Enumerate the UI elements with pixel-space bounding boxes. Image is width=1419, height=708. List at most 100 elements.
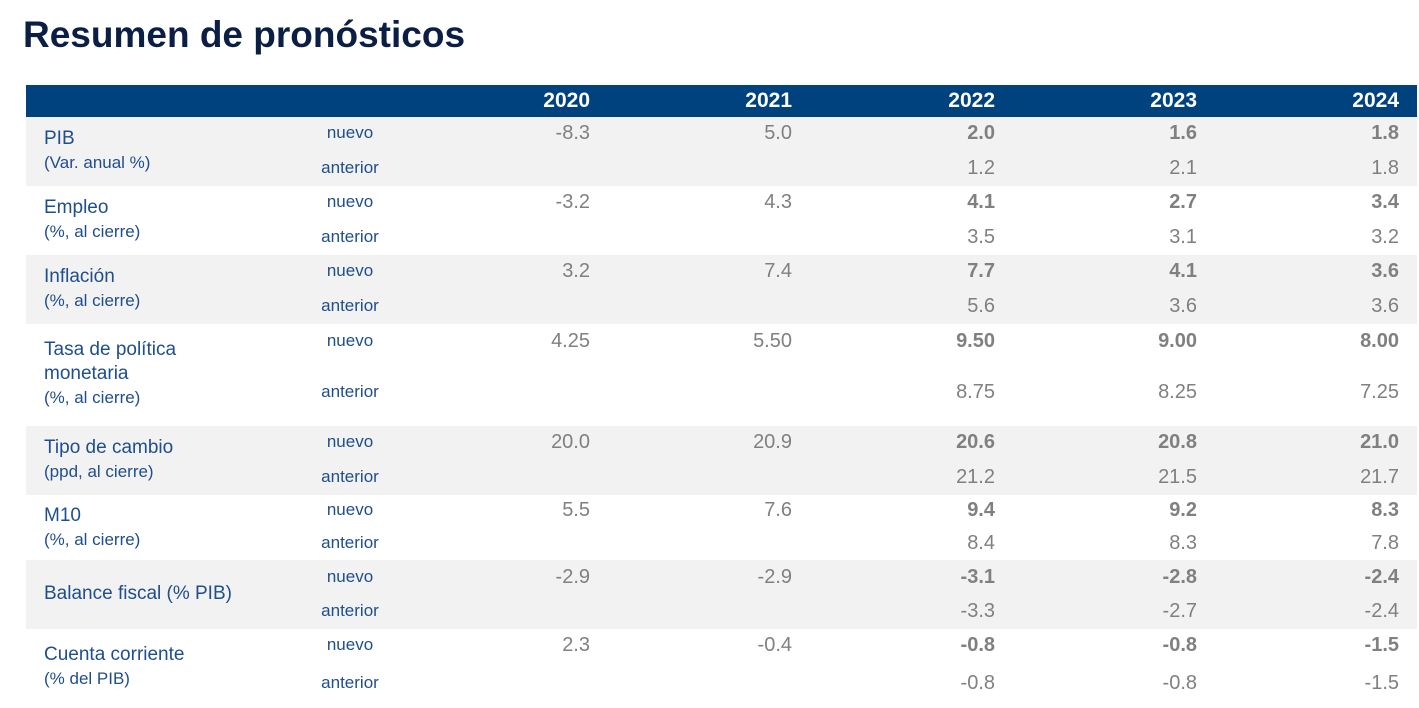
cell: 5.0 (764, 122, 792, 144)
cell: 8.25 (1158, 381, 1197, 403)
table-row-nuevo: nuevo -3.2 4.3 4.1 2.7 3.4 (26, 188, 1417, 216)
cell: -8.3 (555, 122, 590, 144)
table-row-nuevo: nuevo -8.3 5.0 2.0 1.6 1.8 (26, 119, 1417, 147)
cell: 5.6 (967, 295, 995, 317)
cell: 7.6 (764, 499, 792, 521)
cell: -0.8 (1162, 634, 1197, 656)
row-label: Tipo de cambio (ppd, al cierre) (44, 436, 173, 484)
cell: 8.75 (956, 381, 995, 403)
cell: 1.8 (1371, 157, 1399, 179)
table-row-anterior: anterior -0.8 -0.8 -1.5 (26, 669, 1417, 697)
row-tag: nuevo (326, 432, 374, 451)
table-row-anterior: anterior 5.6 3.6 3.6 (26, 292, 1417, 320)
table-row-nuevo: nuevo 3.2 7.4 7.7 4.1 3.6 (26, 257, 1417, 285)
table-row-nuevo: nuevo 4.25 5.50 9.50 9.00 8.00 (26, 327, 1417, 355)
cell: -3.3 (960, 600, 995, 622)
cell: 2.0 (967, 122, 995, 144)
row-tag: anterior (321, 227, 379, 246)
row-tag: anterior (321, 382, 379, 401)
table-row-nuevo: nuevo 2.3 -0.4 -0.8 -0.8 -1.5 (26, 631, 1417, 659)
cell: 9.2 (1169, 499, 1197, 521)
cell: -0.8 (960, 672, 995, 694)
row-tag: anterior (321, 533, 379, 552)
table-row-anterior: anterior 3.5 3.1 3.2 (26, 223, 1417, 251)
table-row-anterior: anterior -3.3 -2.7 -2.4 (26, 597, 1417, 625)
table-row-anterior: anterior 8.75 8.25 7.25 (26, 378, 1417, 406)
cell: -2.9 (555, 566, 590, 588)
cell: 8.4 (967, 532, 995, 554)
row-group-pib: PIB (Var. anual %) nuevo -8.3 5.0 2.0 1.… (26, 117, 1417, 186)
row-tag: nuevo (326, 635, 374, 654)
cell: 9.00 (1158, 330, 1197, 352)
row-tag: nuevo (326, 331, 374, 350)
indicator-name: Tasa de política (44, 339, 177, 360)
cell: 1.2 (967, 157, 995, 179)
cell: 9.4 (967, 499, 995, 521)
row-group-cuenta-corriente: Cuenta corriente (% del PIB) nuevo 2.3 -… (26, 629, 1417, 702)
cell: 20.6 (956, 431, 995, 453)
cell: 4.3 (764, 191, 792, 213)
indicator-name: Inflación (44, 266, 115, 287)
table-row-anterior: anterior 8.4 8.3 7.8 (26, 529, 1417, 557)
cell: 5.5 (562, 499, 590, 521)
cell: -2.4 (1364, 566, 1399, 588)
cell: 3.6 (1169, 295, 1197, 317)
row-group-inflacion: Inflación (%, al cierre) nuevo 3.2 7.4 7… (26, 255, 1417, 324)
table-row-anterior: anterior 1.2 2.1 1.8 (26, 154, 1417, 182)
row-tag: nuevo (326, 261, 374, 280)
row-group-empleo: Empleo (%, al cierre) nuevo -3.2 4.3 4.1… (26, 186, 1417, 255)
cell: 7.7 (967, 260, 995, 282)
indicator-unit: (%, al cierre) (44, 222, 141, 241)
row-label: Empleo (%, al cierre) (44, 196, 140, 244)
table-header: 2020 2021 2022 2023 2024 (26, 85, 1417, 117)
cell: -3.1 (960, 566, 995, 588)
indicator-name: Cuenta corriente (44, 644, 185, 665)
cell: 20.0 (551, 431, 590, 453)
cell: -0.8 (960, 634, 995, 656)
indicator-unit: (Var. anual %) (44, 153, 151, 172)
cell: 5.50 (753, 330, 792, 352)
cell: 20.9 (753, 431, 792, 453)
cell: 4.25 (551, 330, 590, 352)
row-label: PIB (Var. anual %) (44, 127, 150, 175)
cell: -3.2 (555, 191, 590, 213)
cell: 7.8 (1371, 532, 1399, 554)
cell: 3.2 (562, 260, 590, 282)
cell: 21.7 (1360, 466, 1399, 488)
header-year-2021: 2021 (745, 89, 792, 112)
cell: 2.1 (1169, 157, 1197, 179)
cell: -2.7 (1162, 600, 1197, 622)
cell: 3.1 (1169, 226, 1197, 248)
cell: -2.9 (757, 566, 792, 588)
row-label: Cuenta corriente (% del PIB) (44, 643, 184, 691)
row-group-m10: M10 (%, al cierre) nuevo 5.5 7.6 9.4 9.2… (26, 495, 1417, 560)
cell: 7.25 (1360, 381, 1399, 403)
row-tag: nuevo (326, 500, 374, 519)
table-row-nuevo: nuevo 5.5 7.6 9.4 9.2 8.3 (26, 496, 1417, 524)
row-label: Balance fiscal (% PIB) (44, 582, 232, 606)
indicator-name: PIB (44, 128, 75, 149)
cell: 3.2 (1371, 226, 1399, 248)
cell: 4.1 (1169, 260, 1197, 282)
indicator-unit: (%, al cierre) (44, 388, 141, 407)
indicator-name: M10 (44, 505, 81, 526)
page-title: Resumen de pronósticos (23, 14, 466, 55)
indicator-name: Tipo de cambio (44, 437, 174, 458)
row-label: M10 (%, al cierre) (44, 504, 140, 552)
cell: 2.7 (1169, 191, 1197, 213)
cell: 21.2 (956, 466, 995, 488)
row-tag: nuevo (326, 123, 374, 142)
indicator-unit: (%, al cierre) (44, 291, 141, 310)
row-tag: anterior (321, 296, 379, 315)
cell: 3.5 (967, 226, 995, 248)
cell: 21.0 (1360, 431, 1399, 453)
header-year-2024: 2024 (1352, 89, 1399, 112)
cell: -1.5 (1364, 672, 1399, 694)
cell: -0.4 (757, 634, 792, 656)
cell: 3.4 (1371, 191, 1399, 213)
cell: 20.8 (1158, 431, 1197, 453)
indicator-name: Empleo (44, 197, 109, 218)
header-year-2022: 2022 (948, 89, 995, 112)
cell: 1.6 (1169, 122, 1197, 144)
cell: -2.8 (1162, 566, 1197, 588)
